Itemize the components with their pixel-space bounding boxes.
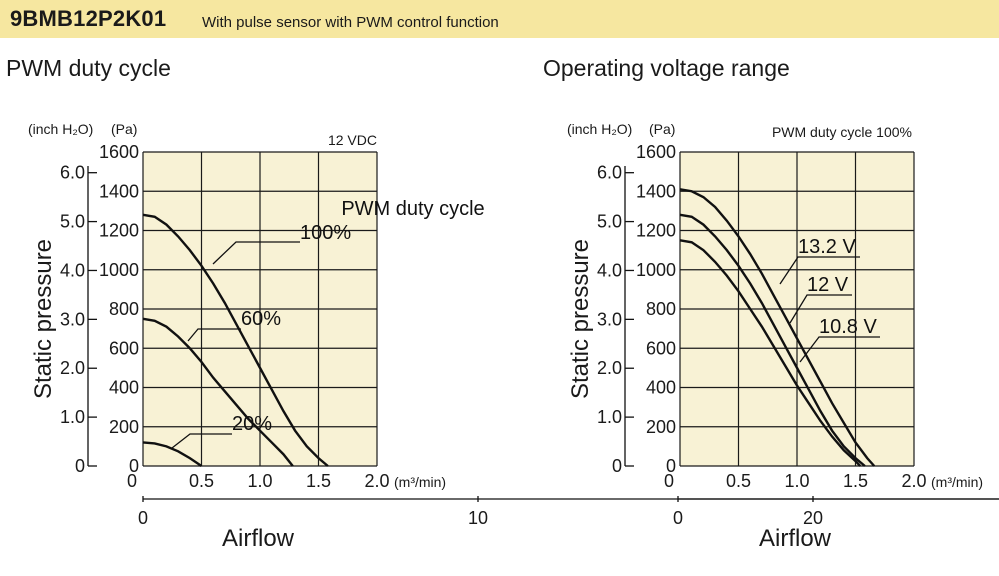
c1-series-leader — [779, 256, 860, 285]
c1-series-12V-line — [679, 213, 866, 467]
c1-y-tick-label: 1200 — [636, 221, 676, 241]
c1-y-tick-label: 1400 — [636, 181, 676, 201]
c0-series-label: 20% — [232, 413, 272, 435]
c0-x-tick-label: 0 — [127, 471, 137, 491]
c1-series-label: 10.8 V — [819, 316, 877, 338]
c1-x-axis-title: Airflow — [759, 525, 832, 552]
c0-x-axis-title: Airflow — [222, 525, 295, 552]
c1-y-axis-title: Static pressure — [567, 239, 594, 399]
c0-y2-tick-label: 3.0 — [60, 309, 85, 329]
c0-y-tick-label: 200 — [109, 417, 139, 437]
c0-x-tick-label: 2.0 — [364, 471, 389, 491]
c0-y2-tick-label: 1.0 — [60, 407, 85, 427]
c1-series-leader — [799, 336, 880, 363]
c0-x-tick-label: 0.5 — [189, 471, 214, 491]
c0-cfm-tick-label: 20 — [803, 508, 823, 528]
c1-cfm-tick-label: 0 — [673, 508, 683, 528]
c1-y2-tick-label: 3.0 — [597, 309, 622, 329]
c1-condition-label: PWM duty cycle 100% — [772, 124, 912, 140]
c0-y-unit: (Pa) — [111, 121, 137, 137]
c1-series-leader — [789, 294, 852, 324]
c0-series-label: 60% — [241, 308, 281, 330]
c0-y-tick-label: 400 — [109, 378, 139, 398]
model-description: With pulse sensor with PWM control funct… — [202, 14, 499, 31]
model-number: 9BMB12P2K01 — [10, 6, 167, 31]
c0-x-tick-label: 1.0 — [247, 471, 272, 491]
chart-title-pwm: PWM duty cycle — [6, 55, 171, 81]
c1-y-tick-label: 400 — [646, 378, 676, 398]
c0-series-100-line — [142, 213, 329, 467]
c0-y-tick-label: 1000 — [99, 260, 139, 280]
c0-y2-unit: (inch H₂O) — [28, 121, 93, 137]
c1-y-tick-label: 1600 — [636, 142, 676, 162]
c0-y2-tick-label: 6.0 — [60, 163, 85, 183]
c0-series-20-line — [142, 441, 203, 467]
c0-y-tick-label: 1600 — [99, 142, 139, 162]
c0-y-axis-title: Static pressure — [30, 239, 57, 399]
c1-y2-tick-label: 1.0 — [597, 407, 622, 427]
c1-y-tick-label: 200 — [646, 417, 676, 437]
c0-y-tick-label: 0 — [129, 456, 139, 476]
c1-y-tick-label: 1000 — [636, 260, 676, 280]
chart-title-voltage: Operating voltage range — [543, 55, 790, 81]
c0-legend-title: PWM duty cycle — [341, 198, 484, 220]
c0-y-tick-label: 800 — [109, 299, 139, 319]
c0-series-label: 100% — [300, 222, 351, 244]
c1-y2-tick-label: 6.0 — [597, 163, 622, 183]
c1-x-tick-label: 0.5 — [726, 471, 751, 491]
c1-series-label: 13.2 V — [798, 236, 856, 258]
c1-x-tick-label: 2.0 — [901, 471, 926, 491]
c1-y2-tick-label: 5.0 — [597, 212, 622, 232]
c1-series-108V-line — [679, 239, 862, 467]
c1-x-tick-label: 1.5 — [843, 471, 868, 491]
c0-cfm-tick-label: 0 — [138, 508, 148, 528]
c1-y-tick-label: 800 — [646, 299, 676, 319]
c0-series-leader — [212, 241, 300, 265]
c1-y2-unit: (inch H₂O) — [567, 121, 632, 137]
c0-y-tick-label: 1400 — [99, 181, 139, 201]
c1-series-132V-line — [679, 188, 876, 467]
c1-y2-tick-label: 4.0 — [597, 260, 622, 280]
c0-condition-label: 12 VDC — [328, 132, 377, 148]
c0-x-unit: (m³/min) — [394, 474, 446, 490]
c1-x-unit: (m³/min) — [931, 474, 983, 490]
c0-y-tick-label: 1200 — [99, 221, 139, 241]
c0-series-60-line — [142, 317, 294, 467]
c0-y2-tick-label: 0 — [75, 456, 85, 476]
c1-y-unit: (Pa) — [649, 121, 675, 137]
c1-x-tick-label: 0 — [664, 471, 674, 491]
c0-series-leader — [187, 328, 241, 342]
c1-y-tick-label: 600 — [646, 338, 676, 358]
header-bar: 9BMB12P2K01 With pulse sensor with PWM c… — [0, 0, 999, 38]
c0-series-leader — [171, 433, 232, 449]
c1-x-tick-label: 1.0 — [784, 471, 809, 491]
c0-y2-tick-label: 4.0 — [60, 260, 85, 280]
c0-y2-tick-label: 5.0 — [60, 212, 85, 232]
c1-series-label: 12 V — [807, 274, 849, 296]
c0-y-tick-label: 600 — [109, 338, 139, 358]
c0-x-tick-label: 1.5 — [306, 471, 331, 491]
c0-cfm-tick-label: 10 — [468, 508, 488, 528]
c1-y-tick-label: 0 — [666, 456, 676, 476]
c1-y2-tick-label: 0 — [612, 456, 622, 476]
c1-y2-tick-label: 2.0 — [597, 358, 622, 378]
c0-y2-tick-label: 2.0 — [60, 358, 85, 378]
